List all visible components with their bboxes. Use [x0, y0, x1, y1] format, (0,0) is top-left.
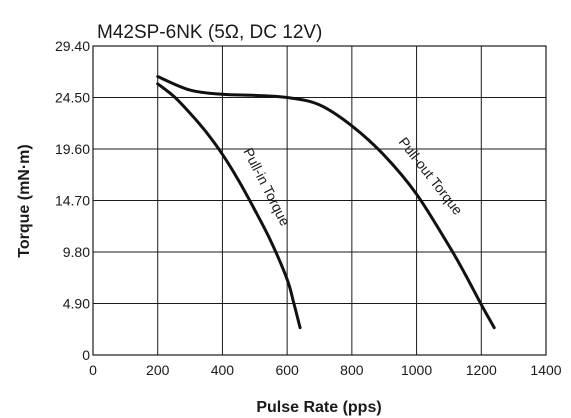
y-axis-ticks: 0 4.90 9.80 14.70 19.60 24.50 29.40: [55, 38, 90, 363]
y-tick-label: 24.50: [55, 90, 90, 106]
y-tick-label: 4.90: [63, 296, 90, 312]
chart-title: M42SP-6NK (5Ω, DC 12V): [97, 22, 322, 43]
x-tick-label: 1200: [466, 362, 497, 378]
y-axis-label: Torque (mN·m): [16, 144, 33, 257]
label-pull-in-torque: Pull-in Torque: [240, 145, 293, 228]
y-tick-label: 14.70: [55, 193, 90, 209]
y-tick-label: 19.60: [55, 141, 90, 157]
y-tick-label: 9.80: [63, 244, 90, 260]
x-tick-label: 1400: [530, 362, 561, 378]
x-tick-label: 200: [146, 362, 170, 378]
x-tick-label: 800: [340, 362, 364, 378]
pull-out-torque-curve: [156, 75, 496, 330]
x-axis-ticks: 0 200 400 600 800 1000 1200 1400: [89, 362, 562, 378]
x-tick-label: 400: [211, 362, 235, 378]
series: [156, 75, 496, 330]
x-tick-label: 0: [89, 362, 97, 378]
y-tick-label: 29.40: [55, 38, 90, 54]
x-tick-label: 600: [275, 362, 299, 378]
plot-frame: [92, 45, 547, 356]
pull-in-torque-curve: [156, 82, 302, 330]
x-axis-label: Pulse Rate (pps): [256, 399, 381, 416]
x-tick-label: 1000: [401, 362, 432, 378]
y-tick-label: 0: [82, 347, 90, 363]
label-pull-out-torque: Pull-out Torque: [396, 134, 467, 218]
grid: [93, 46, 546, 355]
